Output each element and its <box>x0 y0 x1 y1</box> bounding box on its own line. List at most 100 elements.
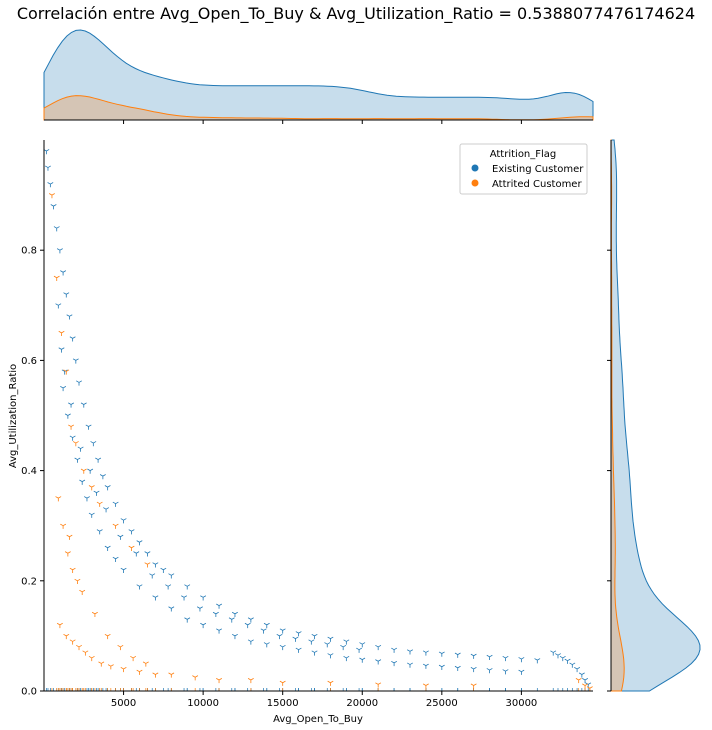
existing-point <box>438 651 445 657</box>
existing-point <box>247 617 254 623</box>
attrited-point <box>375 682 382 688</box>
existing-point <box>582 678 589 684</box>
existing-point <box>50 204 57 210</box>
existing-point <box>311 650 318 656</box>
existing-point <box>470 653 477 659</box>
existing-point <box>184 617 191 623</box>
x-tick-label: 5000 <box>111 698 136 709</box>
existing-point <box>152 595 159 601</box>
attrited-point <box>88 485 95 491</box>
top-marginal-density <box>43 29 594 124</box>
legend-label-existing: Existing Customer <box>492 164 584 175</box>
existing-point <box>83 496 90 502</box>
existing-point <box>407 662 413 668</box>
existing-point <box>324 642 331 648</box>
existing-point <box>279 628 286 634</box>
existing-point <box>53 226 60 232</box>
existing-point <box>58 347 65 353</box>
existing-point <box>486 668 493 674</box>
existing-point <box>133 551 140 557</box>
existing-point <box>276 633 283 640</box>
existing-point <box>196 606 203 612</box>
existing-point <box>74 457 81 463</box>
existing-point <box>391 647 398 653</box>
existing-point <box>69 435 76 441</box>
existing-point <box>136 584 143 590</box>
existing-point <box>356 647 363 653</box>
existing-point <box>292 636 299 642</box>
existing-point <box>263 622 270 629</box>
existing-point <box>534 658 541 664</box>
attrited-point <box>192 675 199 681</box>
attrited-point <box>79 589 86 596</box>
attrited-point <box>66 534 73 540</box>
existing-point <box>555 653 561 659</box>
existing-point <box>120 518 127 524</box>
existing-point <box>454 665 461 672</box>
attrited-point <box>144 562 151 568</box>
attrited-point <box>63 633 70 640</box>
existing-point <box>327 636 334 642</box>
existing-point <box>359 642 366 648</box>
attrited-point <box>104 633 111 640</box>
existing-point <box>80 402 87 408</box>
attrited-point <box>68 424 75 430</box>
existing-point <box>470 667 477 673</box>
existing-point <box>375 644 382 651</box>
existing-point <box>69 336 76 342</box>
attrited-point <box>128 545 135 551</box>
attrited-point <box>76 644 82 651</box>
existing-point <box>231 611 238 618</box>
attrited-point <box>327 680 334 686</box>
existing-point <box>184 584 191 590</box>
attrited-point <box>60 523 67 529</box>
existing-point <box>212 611 219 618</box>
existing-point <box>55 303 62 309</box>
existing-point <box>160 567 167 573</box>
legend-marker-attrited <box>471 179 479 187</box>
existing-point <box>128 529 135 535</box>
existing-point <box>72 358 79 364</box>
existing-point <box>117 534 124 540</box>
existing-point <box>168 573 175 579</box>
existing-point <box>359 657 366 663</box>
attrited-point <box>120 667 127 673</box>
attrited-point <box>91 611 98 618</box>
existing-point <box>578 672 585 678</box>
existing-point <box>327 653 334 659</box>
attrited-point <box>69 639 76 645</box>
legend-box <box>459 143 588 195</box>
attrited-point <box>130 655 137 662</box>
existing-point <box>263 642 270 648</box>
attrited-point <box>80 468 87 474</box>
attrited-point <box>279 680 286 686</box>
existing-point <box>87 468 94 474</box>
existing-point <box>181 595 188 601</box>
existing-point <box>502 655 509 662</box>
x-tick-label: 30000 <box>505 698 537 709</box>
existing-point <box>90 441 97 447</box>
main-scatter-plot: 5000 10000 15000 20000 25000 30000 0.00.20.40… <box>8 140 593 725</box>
existing-point <box>68 402 75 408</box>
existing-point <box>295 631 302 637</box>
existing-point <box>564 658 571 664</box>
existing-point <box>104 545 111 551</box>
existing-point <box>136 540 143 546</box>
attrited-point <box>82 650 89 656</box>
existing-point <box>569 662 576 668</box>
existing-point <box>76 380 82 386</box>
existing-point <box>149 573 156 579</box>
existing-point <box>247 639 254 645</box>
existing-point <box>152 562 159 568</box>
x-tick-label: 20000 <box>346 698 378 709</box>
existing-point <box>66 314 73 320</box>
existing-point <box>340 644 347 651</box>
existing-point <box>391 660 398 667</box>
attrited-point <box>53 275 60 281</box>
existing-point <box>295 647 302 653</box>
existing-point <box>60 270 67 276</box>
attrited-point <box>575 678 582 684</box>
existing-point <box>95 457 102 463</box>
existing-point <box>56 248 63 254</box>
top-kde-existing <box>43 29 594 121</box>
